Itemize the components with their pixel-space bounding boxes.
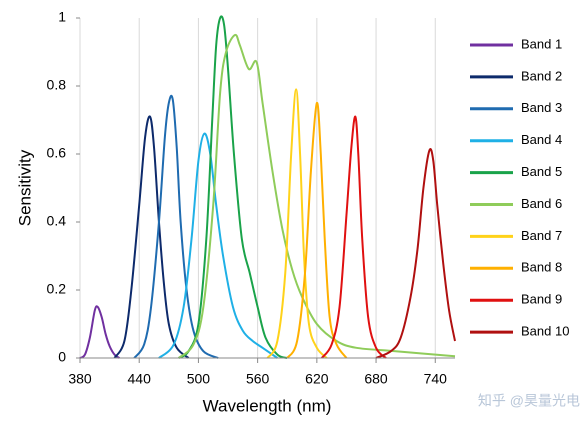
series-line [158,132,278,359]
series-line [178,15,288,359]
x-tick-label: 620 [305,371,329,387]
y-tick-label: 0.2 [47,281,67,297]
x-tick-label: 500 [187,371,211,387]
y-tick-label: 0.6 [47,145,67,161]
legend-label: Band 2 [521,68,562,83]
legend-label: Band 4 [521,132,562,147]
legend-label: Band 1 [521,36,562,51]
watermark: 知乎 @昊量光电 [478,393,580,409]
legend-label: Band 7 [521,228,562,243]
legend-label: Band 5 [521,164,562,179]
y-axis-title: Sensitivity [15,149,34,226]
legend-label: Band 8 [521,260,562,275]
series-line [133,94,219,359]
series-line [375,148,456,359]
plot-lines [79,15,456,359]
x-tick-label: 560 [246,371,270,387]
series-line [79,305,121,359]
legend-label: Band 3 [521,100,562,115]
series-line [320,115,387,359]
y-tick-label: 0 [58,349,66,365]
series-line [113,115,190,359]
y-tick-label: 1 [58,9,66,25]
y-tick-label: 0.4 [47,213,67,229]
grid [79,18,436,358]
series-line [178,33,456,359]
legend-label: Band 6 [521,196,562,211]
legend-label: Band 9 [521,292,562,307]
x-tick-label: 680 [364,371,388,387]
x-tick-label: 440 [128,371,152,387]
x-tick-label: 740 [424,371,448,387]
series-line [286,101,348,359]
legend-label: Band 10 [521,324,569,339]
series-line [266,88,328,359]
x-axis-title: Wavelength (nm) [203,396,332,415]
x-tick-label: 380 [68,371,92,387]
y-tick-label: 0.8 [47,77,67,93]
